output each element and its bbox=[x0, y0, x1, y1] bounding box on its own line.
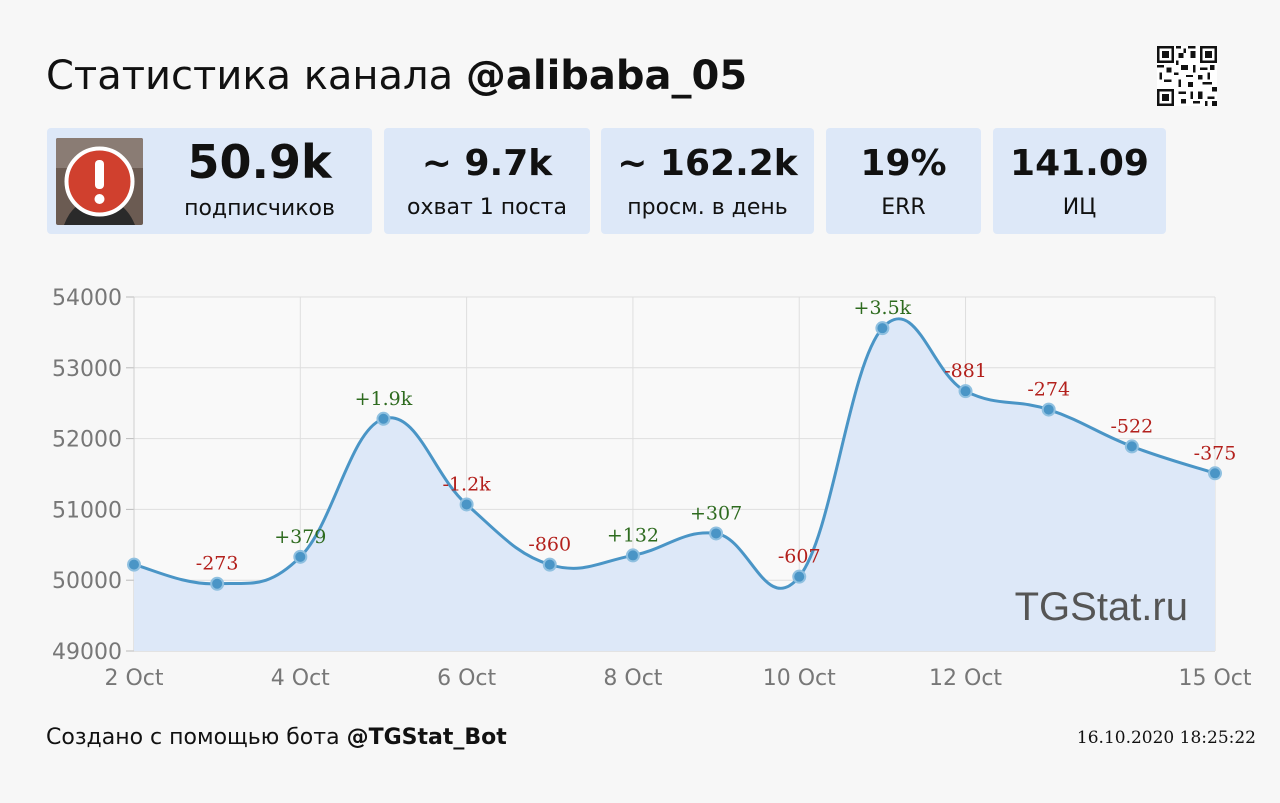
data-point bbox=[958, 384, 973, 399]
data-point bbox=[376, 411, 391, 426]
watermark: TGStat.ru bbox=[1015, 585, 1188, 629]
data-point bbox=[792, 569, 807, 584]
delta-label: +3.5k bbox=[854, 297, 912, 319]
x-tick-label: 15 Oct bbox=[1178, 666, 1251, 691]
delta-label: -881 bbox=[944, 360, 987, 382]
reach-card: ~ 9.7k охват 1 поста bbox=[384, 128, 590, 234]
delta-label: -860 bbox=[528, 534, 571, 556]
delta-label: -274 bbox=[1027, 379, 1070, 401]
y-tick-label: 52000 bbox=[52, 428, 122, 453]
y-tick-label: 50000 bbox=[52, 569, 122, 594]
delta-label: +132 bbox=[607, 524, 659, 546]
bot-handle[interactable]: @TGStat_Bot bbox=[346, 725, 507, 750]
daily-views-value: ~ 162.2k bbox=[617, 143, 798, 184]
x-tick-label: 8 Oct bbox=[603, 666, 662, 691]
area-fill bbox=[134, 318, 1215, 651]
x-tick-label: 12 Oct bbox=[929, 666, 1002, 691]
qr-code-icon bbox=[1157, 46, 1217, 106]
page-title: Статистика канала @alibaba_05 bbox=[46, 50, 747, 102]
subscribers-card: 50.9k подписчиков bbox=[47, 128, 372, 234]
data-point bbox=[709, 526, 724, 541]
data-point bbox=[459, 497, 474, 512]
footer-credit: Создано с помощью бота @TGStat_Bot bbox=[46, 724, 507, 752]
delta-label: -522 bbox=[1111, 415, 1154, 437]
warning-exclamation-icon bbox=[64, 146, 135, 217]
err-value: 19% bbox=[860, 143, 947, 184]
data-point bbox=[1041, 402, 1056, 417]
delta-label: +307 bbox=[690, 502, 742, 524]
subscribers-chart: 49000 50000 51000 52000 53000 54000 2 Oct 4 Oct… bbox=[0, 270, 1280, 700]
data-point bbox=[875, 321, 890, 336]
daily-views-label: просм. в день bbox=[627, 195, 788, 220]
data-point bbox=[625, 548, 640, 563]
x-tick-label: 2 Oct bbox=[104, 666, 163, 691]
chart-svg: 49000 50000 51000 52000 53000 54000 2 Oct 4 Oct… bbox=[52, 286, 1252, 691]
err-card: 19% ERR bbox=[826, 128, 981, 234]
y-tick-label: 54000 bbox=[52, 286, 122, 311]
y-tick-label: 49000 bbox=[52, 640, 122, 665]
footer-prefix: Создано с помощью бота bbox=[46, 725, 340, 750]
daily-views-card: ~ 162.2k просм. в день bbox=[601, 128, 814, 234]
err-label: ERR bbox=[881, 195, 926, 220]
subscribers-label: подписчиков bbox=[184, 196, 335, 221]
data-point bbox=[293, 549, 308, 564]
delta-label: -1.2k bbox=[443, 473, 492, 495]
delta-label: +1.9k bbox=[355, 388, 413, 410]
data-point bbox=[1208, 466, 1222, 481]
title-prefix: Статистика канала bbox=[46, 53, 454, 99]
x-tick-label: 4 Oct bbox=[271, 666, 330, 691]
reach-value: ~ 9.7k bbox=[421, 143, 553, 184]
data-point bbox=[1124, 439, 1139, 454]
delta-label: -607 bbox=[778, 546, 821, 568]
reach-label: охват 1 поста bbox=[407, 195, 567, 220]
y-tick-label: 51000 bbox=[52, 498, 122, 523]
data-point bbox=[542, 557, 557, 572]
channel-handle: @alibaba_05 bbox=[465, 53, 748, 99]
delta-label: +379 bbox=[274, 526, 326, 548]
delta-label: -375 bbox=[1194, 442, 1237, 464]
x-tick-label: 6 Oct bbox=[437, 666, 496, 691]
data-point bbox=[127, 557, 141, 572]
subscribers-value: 50.9k bbox=[187, 135, 332, 189]
citation-index-label: ИЦ bbox=[1062, 195, 1097, 220]
citation-index-card: 141.09 ИЦ bbox=[993, 128, 1166, 234]
y-tick-label: 53000 bbox=[52, 357, 122, 382]
timestamp: 16.10.2020 18:25:22 bbox=[1076, 728, 1256, 748]
x-tick-label: 10 Oct bbox=[763, 666, 836, 691]
avatar bbox=[56, 138, 143, 225]
citation-index-value: 141.09 bbox=[1010, 143, 1149, 184]
data-point bbox=[210, 576, 225, 591]
series-line bbox=[133, 317, 1216, 590]
delta-label: -273 bbox=[196, 553, 239, 575]
